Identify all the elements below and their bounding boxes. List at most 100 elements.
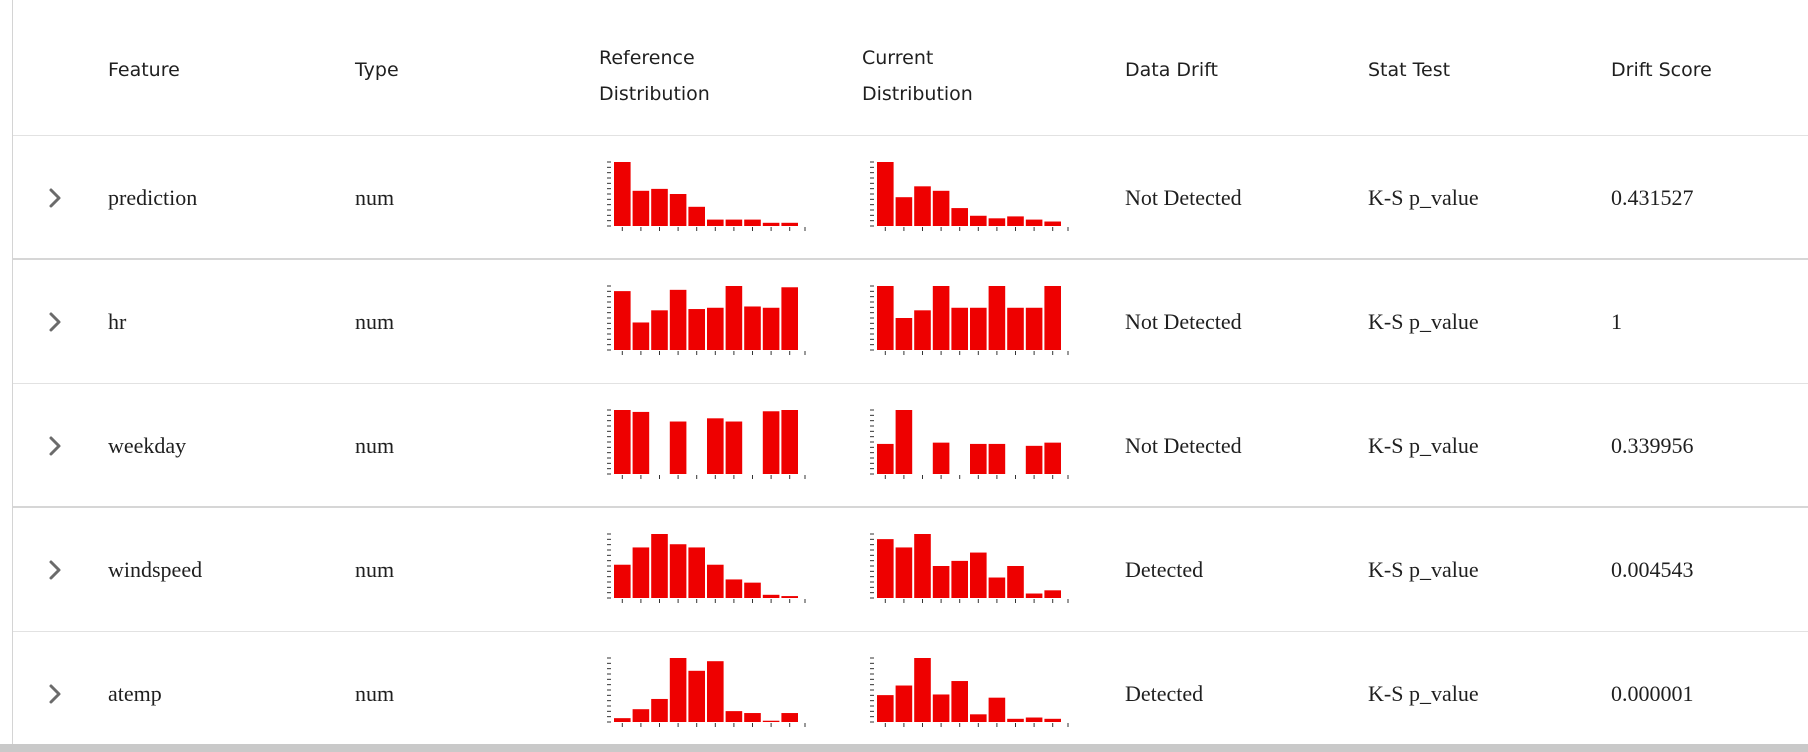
histogram-bar	[725, 219, 743, 226]
stat-test-name: K-S p_value	[1368, 185, 1479, 210]
current-distribution-chart	[870, 409, 1069, 479]
reference-distribution-chart	[607, 161, 806, 231]
histogram-bar	[932, 694, 950, 722]
histogram-bar	[970, 443, 987, 474]
current-distribution-chart	[870, 533, 1069, 603]
histogram-bar	[1007, 307, 1024, 350]
histogram-bar	[632, 411, 650, 474]
histogram-bar	[877, 162, 894, 226]
feature-type: num	[355, 309, 395, 334]
table-row[interactable]: hr num Not Detected K-S p_value 1	[13, 260, 1808, 384]
histogram-bar	[951, 208, 968, 226]
histogram-bar	[632, 190, 650, 226]
histogram-bar	[970, 307, 987, 350]
feature-type: num	[355, 433, 395, 458]
feature-type: num	[355, 557, 395, 582]
header-data-drift[interactable]: Data Drift	[1125, 59, 1218, 81]
reference-distribution-chart	[607, 533, 806, 603]
header-drift-score[interactable]: Drift Score	[1611, 59, 1712, 81]
histogram-bar	[725, 421, 743, 474]
reference-distribution-chart	[607, 285, 806, 355]
histogram-bar	[914, 534, 931, 598]
histogram-bar	[781, 596, 798, 598]
histogram-bar	[781, 222, 798, 226]
histogram-bar	[988, 443, 1006, 474]
reference-distribution-chart	[607, 409, 806, 479]
histogram-bar	[707, 564, 724, 598]
histogram-bar	[651, 698, 668, 722]
chevron-right-icon[interactable]	[41, 556, 69, 584]
header-current-distribution[interactable]: Current Distribution	[862, 40, 973, 112]
feature-name: weekday	[108, 433, 187, 458]
header-reference-distribution[interactable]: Reference Distribution	[599, 40, 710, 112]
histogram-bar	[688, 547, 705, 598]
histogram-bar	[1044, 718, 1061, 722]
data-drift-status: Not Detected	[1125, 309, 1242, 334]
histogram-bar	[762, 720, 780, 722]
histogram-bar	[914, 658, 931, 722]
histogram-bar	[781, 410, 798, 474]
histogram-bar	[1025, 717, 1043, 722]
table-row[interactable]: weekday num Not Detected K-S p_value 0.3…	[13, 384, 1808, 508]
feature-name: hr	[108, 309, 127, 334]
header-reference-line1: Reference	[599, 47, 695, 69]
histogram-bar	[1025, 307, 1043, 350]
table-row[interactable]: atemp num Detected K-S p_value 0.000001	[13, 632, 1808, 752]
current-distribution-chart	[870, 285, 1069, 355]
feature-type: num	[355, 185, 395, 210]
header-current-line2: Distribution	[862, 83, 973, 105]
histogram-bar	[877, 695, 894, 722]
histogram-bar	[614, 410, 631, 474]
histogram-bar	[877, 286, 894, 350]
header-reference-line2: Distribution	[599, 83, 710, 105]
histogram-bar	[1007, 718, 1024, 722]
histogram-bar	[1007, 566, 1024, 598]
histogram-bar	[877, 443, 894, 474]
current-distribution-chart	[870, 161, 1069, 231]
drift-score-value: 0.339956	[1611, 433, 1694, 458]
horizontal-scrollbar[interactable]	[0, 744, 1808, 752]
histogram-bar	[970, 552, 987, 598]
histogram-bar	[932, 566, 950, 598]
histogram-bar	[744, 219, 761, 226]
histogram-bar	[632, 547, 650, 598]
histogram-bar	[669, 421, 687, 474]
data-drift-status: Not Detected	[1125, 433, 1242, 458]
drift-score-value: 1	[1611, 309, 1622, 334]
data-drift-table: Feature Type Reference Distribution Curr…	[13, 0, 1808, 752]
histogram-bar	[762, 411, 780, 474]
chevron-right-icon[interactable]	[41, 680, 69, 708]
data-drift-status: Detected	[1125, 681, 1204, 706]
histogram-bar	[781, 287, 798, 350]
table-row[interactable]: windspeed num Detected K-S p_value 0.004…	[13, 508, 1808, 632]
chevron-right-icon[interactable]	[41, 308, 69, 336]
header-stat-test[interactable]: Stat Test	[1368, 59, 1451, 81]
chevron-right-icon[interactable]	[41, 432, 69, 460]
header-feature[interactable]: Feature	[108, 59, 180, 81]
histogram-bar	[1044, 221, 1061, 226]
table-row[interactable]: prediction num Not Detected K-S p_value …	[13, 136, 1808, 260]
chevron-right-icon[interactable]	[41, 184, 69, 212]
histogram-bar	[951, 560, 968, 598]
histogram-bar	[614, 291, 631, 350]
histogram-bar	[781, 713, 798, 722]
histogram-bar	[895, 410, 913, 474]
histogram-bar	[614, 718, 631, 722]
histogram-bar	[614, 162, 631, 226]
histogram-bar	[725, 286, 743, 350]
histogram-bar	[951, 307, 968, 350]
histogram-bar	[932, 286, 950, 350]
histogram-bar	[895, 547, 913, 598]
drift-score-value: 0.000001	[1611, 681, 1694, 706]
histogram-bar	[932, 442, 950, 474]
current-distribution-chart	[870, 657, 1069, 727]
histogram-bar	[707, 219, 724, 226]
left-border	[12, 0, 13, 752]
histogram-bar	[1025, 593, 1043, 598]
header-type[interactable]: Type	[355, 59, 399, 81]
histogram-bar	[914, 186, 931, 226]
histogram-bar	[914, 310, 931, 350]
histogram-bar	[614, 564, 631, 598]
feature-type: num	[355, 681, 395, 706]
histogram-bar	[951, 681, 968, 722]
